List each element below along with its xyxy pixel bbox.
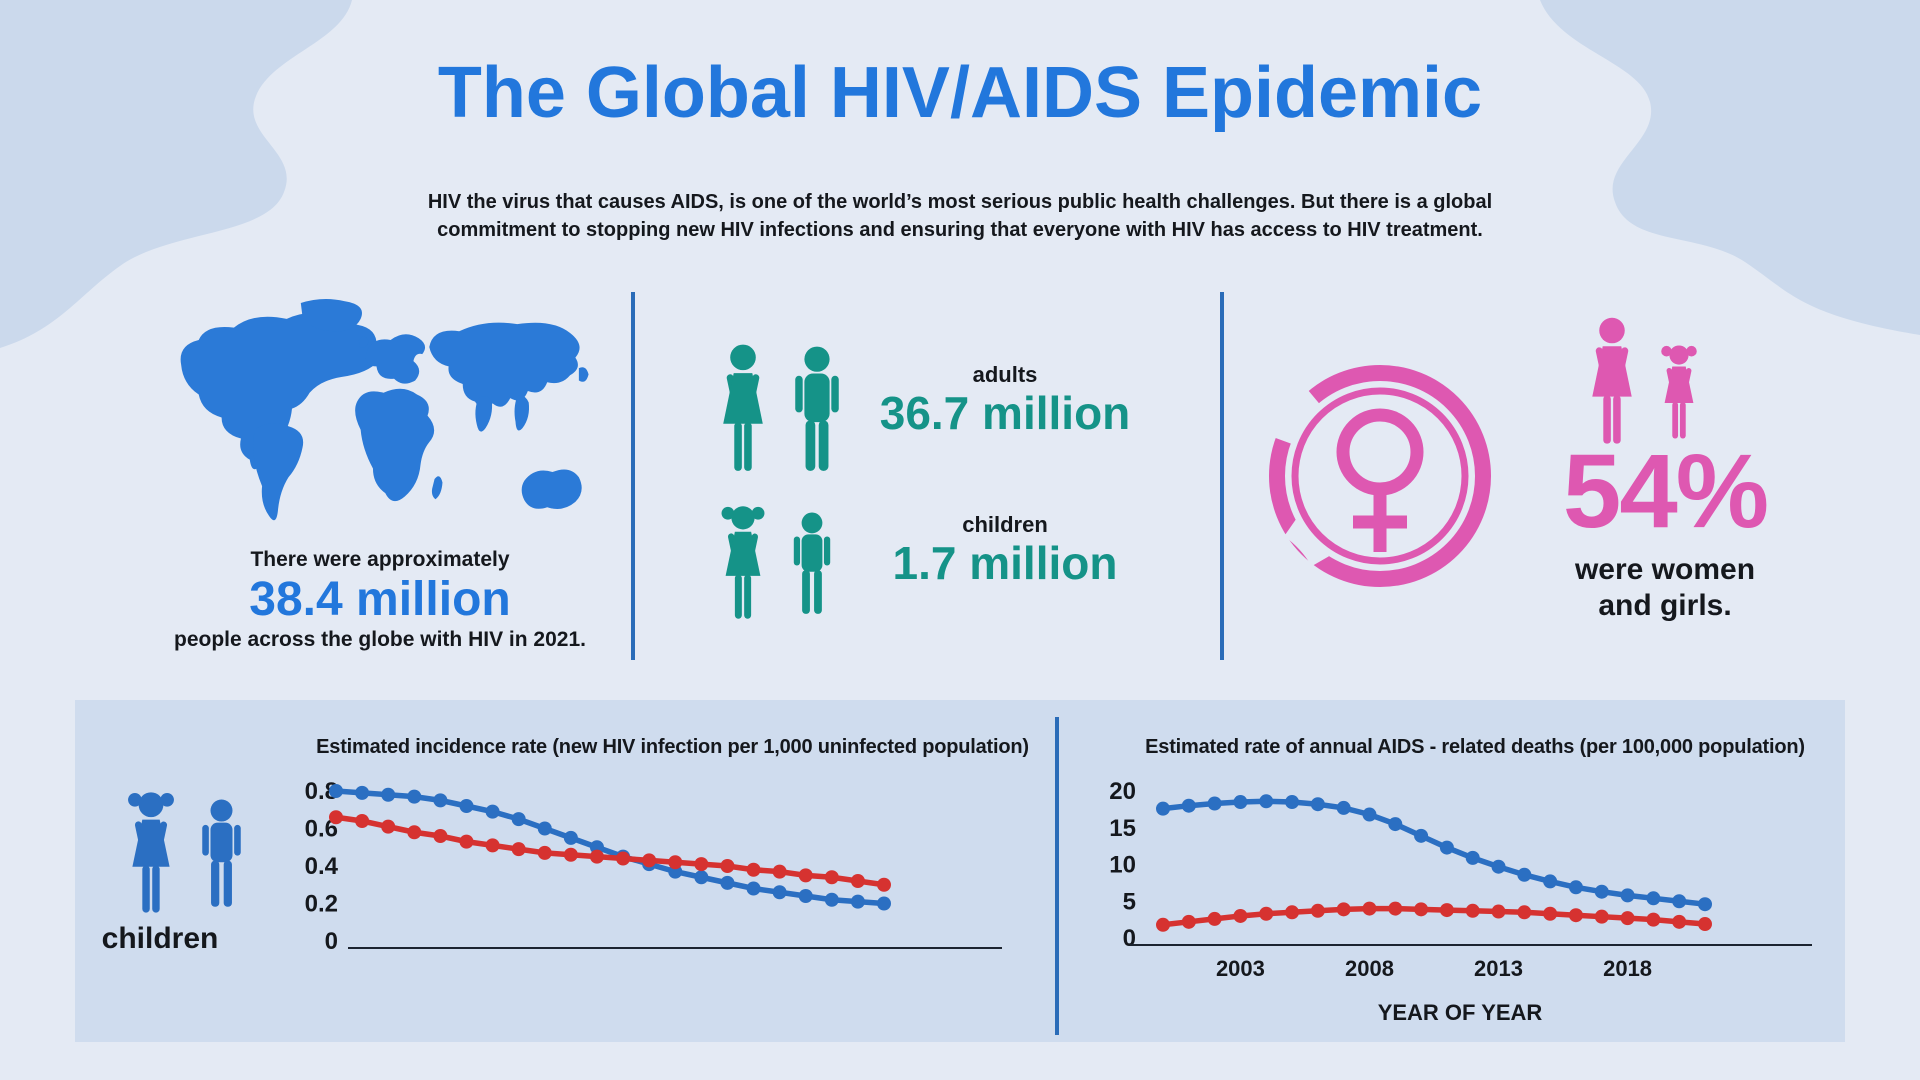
children-value: 1.7 million xyxy=(892,537,1118,589)
global-stat-intro: There were approximately xyxy=(250,548,510,571)
world-map xyxy=(180,299,589,521)
svg-text:5: 5 xyxy=(1123,888,1136,915)
peninsula-se-asia xyxy=(514,395,530,431)
svg-text:0.4: 0.4 xyxy=(305,853,339,880)
subtitle-line-1: HIV the virus that causes AIDS, is one o… xyxy=(427,191,1493,213)
island-uk xyxy=(358,336,369,348)
adults-stat: adults 36.7 million xyxy=(855,362,1155,439)
deaths-chart: 20 15 10 5 0 2003 2008 2013 2018 xyxy=(1109,778,1812,981)
boy-icon xyxy=(793,512,831,614)
charts-panel: children Estimated incidence rate (new H… xyxy=(75,700,1845,1042)
charts-divider xyxy=(1055,717,1059,1035)
subtitle-line-2: commitment to stopping new HIV infection… xyxy=(437,219,1483,241)
global-stat-value: 38.4 million xyxy=(249,573,511,626)
svg-text:2003: 2003 xyxy=(1216,956,1265,981)
corner-decoration-right xyxy=(1540,0,1920,335)
global-stat-caption: people across the globe with HIV in 2021… xyxy=(174,628,586,652)
adults-icons xyxy=(712,344,846,472)
continent-europe xyxy=(365,334,426,384)
continent-south-america xyxy=(253,423,304,521)
girl-icon xyxy=(128,792,174,913)
female-symbol-icon xyxy=(1336,408,1424,552)
global-stat: There were approximately 38.4 million pe… xyxy=(110,548,650,652)
svg-text:15: 15 xyxy=(1109,815,1136,842)
section-divider-2 xyxy=(1220,292,1224,660)
svg-text:0: 0 xyxy=(1123,925,1136,952)
women-percent: 54% xyxy=(1562,433,1769,550)
woman-icon xyxy=(1592,317,1632,444)
section-divider-1 xyxy=(631,292,635,660)
female-emblem xyxy=(1269,365,1491,587)
women-girls-icons xyxy=(1583,316,1703,446)
man-icon xyxy=(795,346,839,471)
continent-asia xyxy=(429,322,580,409)
children-stat: children 1.7 million xyxy=(855,512,1155,589)
boy-icon xyxy=(202,799,241,907)
svg-text:0: 0 xyxy=(325,928,338,955)
incidence-chart: 0.80.60.40.20 xyxy=(305,778,1002,955)
svg-text:2013: 2013 xyxy=(1474,956,1523,981)
continent-north-america xyxy=(180,312,384,475)
children-icons xyxy=(714,504,838,621)
page-title: The Global HIV/AIDS Epidemic xyxy=(437,53,1483,133)
subcontinent-india xyxy=(475,395,493,432)
chart-legend-label: children xyxy=(101,922,219,955)
continent-australia xyxy=(521,469,582,509)
svg-text:2018: 2018 xyxy=(1603,956,1652,981)
women-caption-line-1: were women xyxy=(1574,553,1756,586)
incidence-chart-title: Estimated incidence rate (new HIV infect… xyxy=(316,736,1029,758)
chart-legend-icons xyxy=(120,785,249,920)
svg-text:0.2: 0.2 xyxy=(305,891,338,918)
page-subtitle: HIV the virus that causes AIDS, is one o… xyxy=(360,188,1560,244)
adults-label: adults xyxy=(972,362,1038,387)
girl-icon xyxy=(1661,345,1697,439)
continent-africa xyxy=(355,388,435,502)
deaths-chart-xlabel: YEAR OF YEAR xyxy=(1377,1000,1543,1025)
girl-icon xyxy=(721,506,765,619)
women-caption: were women and girls. xyxy=(1520,552,1810,624)
svg-text:10: 10 xyxy=(1109,852,1136,879)
island-japan xyxy=(578,367,589,382)
women-caption-line-2: and girls. xyxy=(1598,589,1732,622)
children-label: children xyxy=(962,512,1048,537)
svg-text:20: 20 xyxy=(1109,778,1136,805)
adults-value: 36.7 million xyxy=(879,387,1131,439)
island-madagascar xyxy=(431,476,443,500)
woman-icon xyxy=(723,344,763,471)
svg-text:2008: 2008 xyxy=(1345,956,1394,981)
continent-greenland xyxy=(300,299,362,332)
deaths-chart-title: Estimated rate of annual AIDS - related … xyxy=(1145,736,1805,758)
